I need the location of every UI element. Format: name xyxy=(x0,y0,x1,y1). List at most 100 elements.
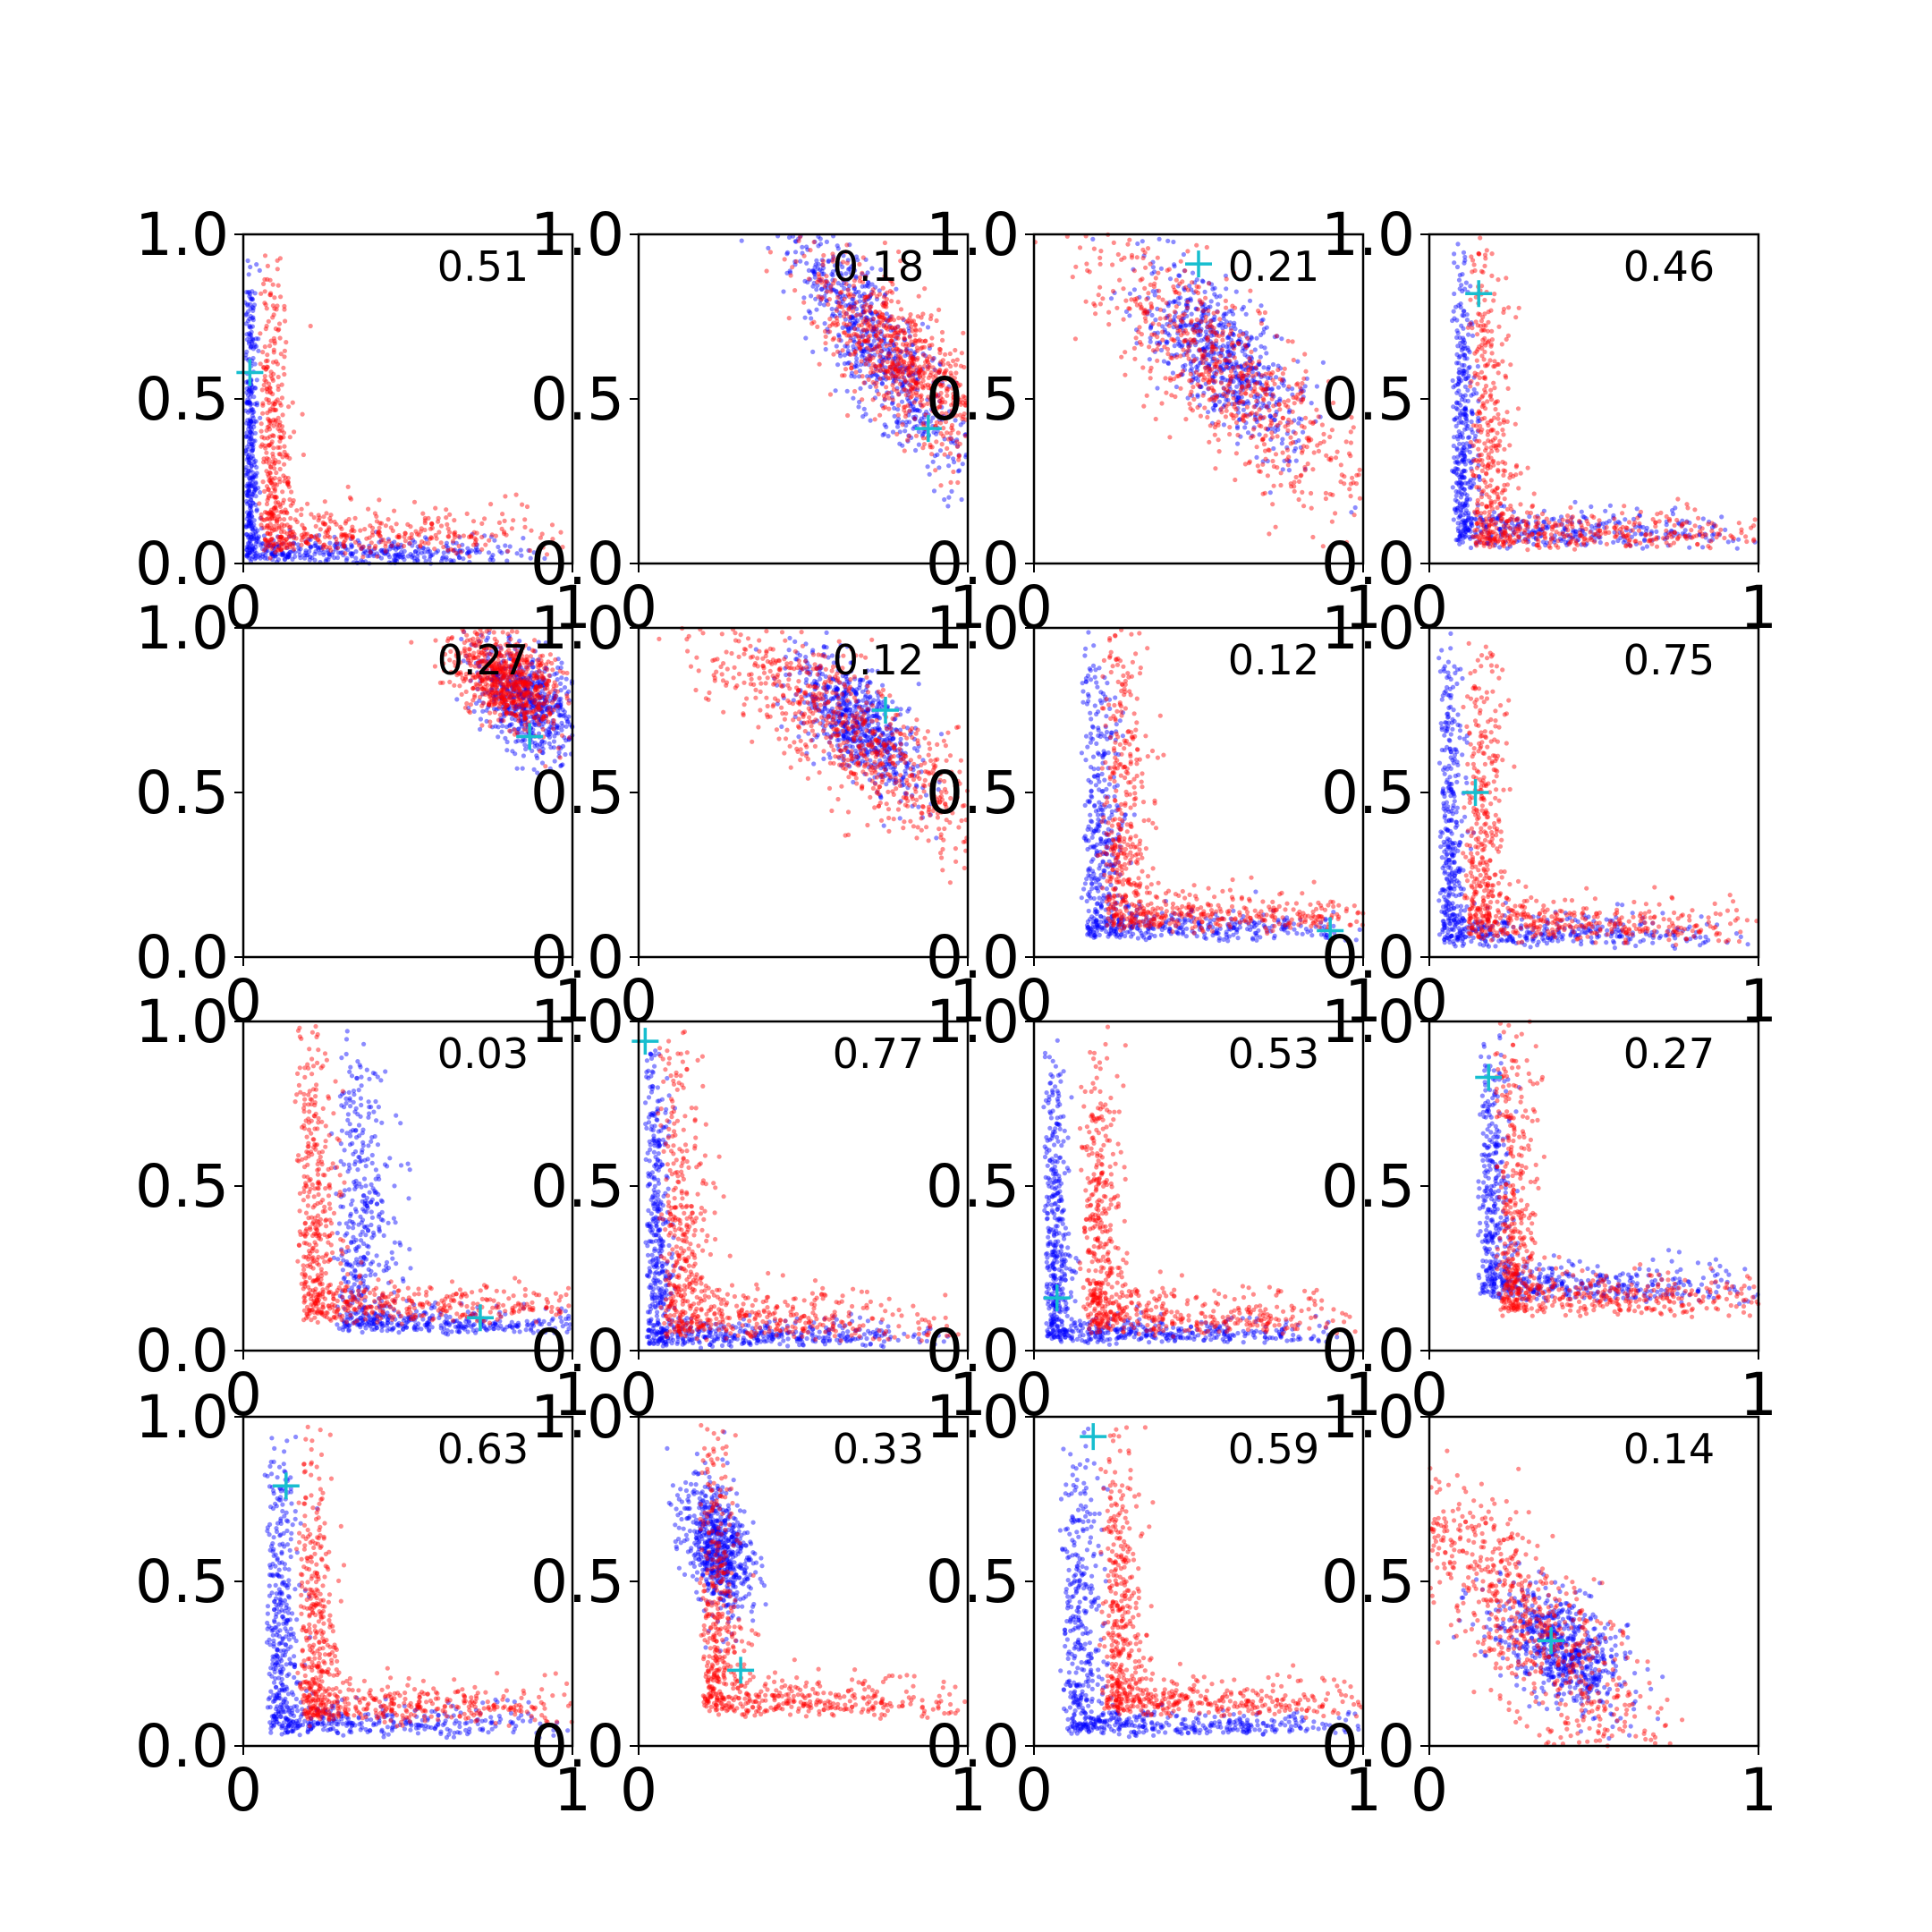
scatter-point xyxy=(289,489,294,495)
scatter-point xyxy=(282,530,287,535)
scatter-point xyxy=(1213,378,1218,384)
scatter-point xyxy=(308,544,313,549)
scatter-point xyxy=(931,488,937,494)
scatter-point xyxy=(1202,289,1208,294)
scatter-point xyxy=(929,335,935,341)
scatter-point xyxy=(281,551,286,556)
scatter-point xyxy=(842,296,847,301)
scatter-point xyxy=(330,549,335,555)
scatter-point xyxy=(831,352,836,357)
scatter-point xyxy=(955,469,961,474)
scatter-point xyxy=(265,263,270,268)
scatter-point xyxy=(243,451,250,456)
scatter-point xyxy=(1195,307,1201,312)
scatter-point xyxy=(1348,440,1353,445)
scatter-point xyxy=(248,306,253,311)
scatter-point xyxy=(318,547,324,553)
scatter-point xyxy=(939,442,945,447)
scatter-point xyxy=(1171,284,1176,290)
scatter-point xyxy=(1230,412,1235,418)
scatter-point xyxy=(767,250,774,255)
scatter-point xyxy=(326,525,332,530)
scatter-point xyxy=(1160,329,1165,335)
scatter-point xyxy=(250,315,256,320)
scatter-point xyxy=(1267,447,1272,453)
scatter-point xyxy=(258,428,264,434)
scatter-point xyxy=(877,364,883,369)
scatter-point xyxy=(1302,468,1308,473)
scatter-point xyxy=(1468,284,1473,289)
scatter-point xyxy=(891,360,896,366)
scatter-point xyxy=(1143,265,1148,270)
scatter-point xyxy=(299,542,304,548)
scatter-point xyxy=(1291,394,1296,400)
scatter-point xyxy=(1674,517,1680,523)
scatter-point xyxy=(937,448,944,453)
scatter-point xyxy=(1155,346,1160,352)
scatter-point xyxy=(1203,314,1208,319)
scatter-point xyxy=(1271,403,1276,409)
scatter-point xyxy=(1135,241,1140,247)
scatter-point xyxy=(1453,423,1459,428)
scatter-point xyxy=(258,421,264,427)
scatter-point xyxy=(852,374,858,379)
scatter-point xyxy=(451,558,456,564)
scatter-point xyxy=(1266,364,1271,370)
scatter-point xyxy=(1338,479,1343,485)
scatter-point xyxy=(409,531,414,537)
scatter-point xyxy=(250,297,256,302)
scatter-point xyxy=(1145,246,1151,251)
scatter-point xyxy=(244,554,250,559)
scatter-point xyxy=(909,339,914,344)
scatter-point xyxy=(868,384,873,390)
scatter-point xyxy=(1097,301,1103,307)
scatter-point xyxy=(1166,333,1172,338)
scatter-point xyxy=(288,515,293,521)
scatter-point xyxy=(764,268,769,274)
scatter-point xyxy=(1452,455,1457,461)
scatter-point xyxy=(1178,258,1183,264)
scatter-point xyxy=(811,240,817,245)
scatter-point xyxy=(1259,373,1265,378)
scatter-point xyxy=(263,553,268,558)
scatter-point xyxy=(877,314,882,319)
scatter-point xyxy=(907,382,912,388)
scatter-point xyxy=(245,549,250,555)
scatter-point xyxy=(1203,295,1208,301)
scatter-point xyxy=(262,289,267,294)
scatter-point xyxy=(316,513,321,518)
scatter-point xyxy=(901,327,907,333)
scatter-point xyxy=(1296,437,1301,444)
scatter-point xyxy=(890,397,895,402)
scatter-point xyxy=(1106,322,1112,327)
scatter-point xyxy=(263,445,268,451)
scatter-point xyxy=(1207,281,1212,286)
scatter-point xyxy=(1249,349,1254,354)
scatter-point xyxy=(1470,534,1476,539)
scatter-point xyxy=(1467,496,1472,502)
scatter-point xyxy=(895,300,901,305)
scatter-point xyxy=(366,506,371,512)
scatter-point xyxy=(394,521,399,527)
scatter-point xyxy=(1458,301,1463,307)
scatter-point xyxy=(243,490,250,496)
scatter-point xyxy=(401,554,406,560)
scatter-point xyxy=(871,317,877,322)
scatter-point xyxy=(369,548,374,554)
scatter-point xyxy=(412,548,419,555)
scatter-point xyxy=(1462,398,1468,403)
scatter-point xyxy=(1182,362,1188,368)
scatter-point xyxy=(1454,447,1460,453)
scatter-point xyxy=(473,547,479,553)
scatter-point xyxy=(900,375,905,380)
scatter-point xyxy=(1460,420,1465,426)
scatter-point xyxy=(858,312,863,318)
scatter-point xyxy=(1155,358,1160,363)
scatter-point xyxy=(1456,400,1462,406)
scatter-point xyxy=(249,407,254,413)
scatter-point xyxy=(1125,242,1131,247)
scatter-point xyxy=(457,547,462,553)
scatter-point xyxy=(1455,467,1461,472)
scatter-point xyxy=(1275,385,1281,390)
scatter-point xyxy=(909,324,914,329)
